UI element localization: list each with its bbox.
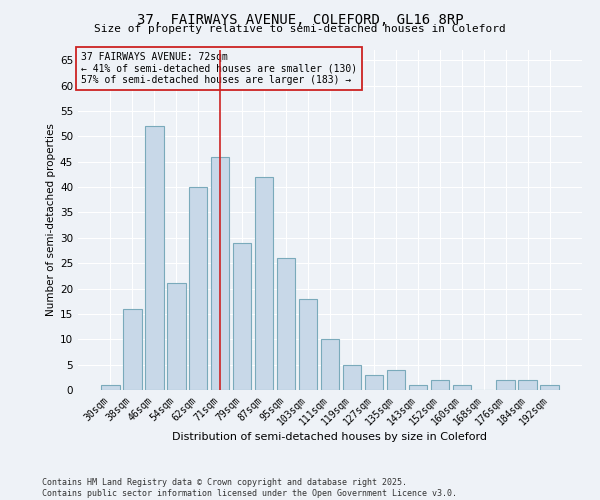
- Bar: [233, 243, 251, 390]
- Text: 37 FAIRWAYS AVENUE: 72sqm
← 41% of semi-detached houses are smaller (130)
57% of: 37 FAIRWAYS AVENUE: 72sqm ← 41% of semi-…: [80, 52, 356, 85]
- Bar: [145, 126, 164, 390]
- Bar: [431, 380, 449, 390]
- Text: 37, FAIRWAYS AVENUE, COLEFORD, GL16 8RP: 37, FAIRWAYS AVENUE, COLEFORD, GL16 8RP: [137, 12, 463, 26]
- Bar: [365, 375, 383, 390]
- Text: Contains HM Land Registry data © Crown copyright and database right 2025.
Contai: Contains HM Land Registry data © Crown c…: [42, 478, 457, 498]
- Bar: [343, 364, 361, 390]
- Bar: [496, 380, 515, 390]
- X-axis label: Distribution of semi-detached houses by size in Coleford: Distribution of semi-detached houses by …: [173, 432, 487, 442]
- Bar: [452, 385, 471, 390]
- Bar: [101, 385, 119, 390]
- Bar: [518, 380, 537, 390]
- Y-axis label: Number of semi-detached properties: Number of semi-detached properties: [46, 124, 56, 316]
- Bar: [409, 385, 427, 390]
- Bar: [541, 385, 559, 390]
- Bar: [255, 177, 274, 390]
- Bar: [123, 309, 142, 390]
- Bar: [299, 298, 317, 390]
- Bar: [167, 284, 185, 390]
- Bar: [189, 187, 208, 390]
- Bar: [211, 156, 229, 390]
- Bar: [277, 258, 295, 390]
- Bar: [386, 370, 405, 390]
- Text: Size of property relative to semi-detached houses in Coleford: Size of property relative to semi-detach…: [94, 24, 506, 34]
- Bar: [320, 340, 340, 390]
